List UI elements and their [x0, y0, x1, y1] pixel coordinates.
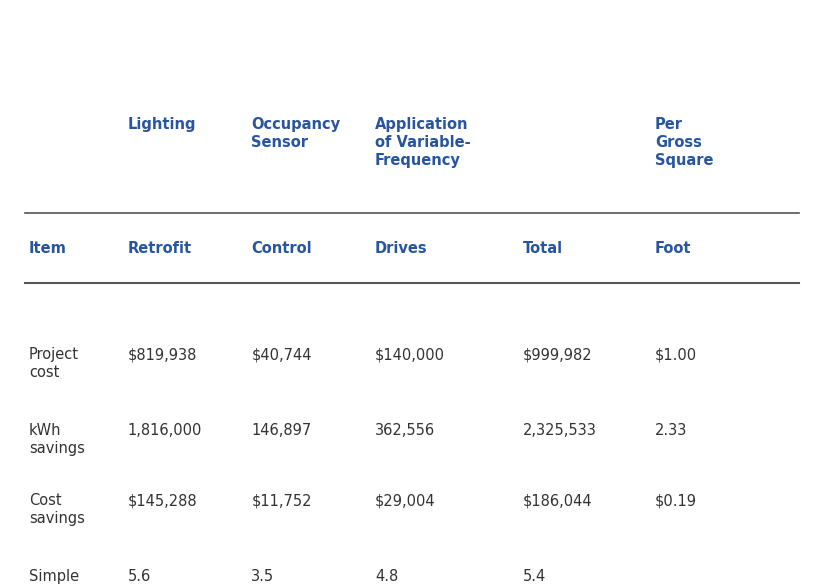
Text: 5.4: 5.4 — [523, 569, 546, 584]
Text: 1,816,000: 1,816,000 — [128, 423, 202, 439]
Text: Simple
payback
(years): Simple payback (years) — [29, 569, 91, 584]
Text: 362,556: 362,556 — [375, 423, 435, 439]
Text: Drives: Drives — [375, 241, 428, 256]
Text: Occupancy
Sensor: Occupancy Sensor — [251, 117, 340, 150]
Text: $1.00: $1.00 — [655, 347, 697, 363]
Text: $145,288: $145,288 — [128, 493, 197, 509]
Text: Lighting: Lighting — [128, 117, 196, 132]
Text: Item: Item — [29, 241, 67, 256]
Text: Total: Total — [523, 241, 564, 256]
Text: 4.8: 4.8 — [375, 569, 398, 584]
Text: $819,938: $819,938 — [128, 347, 197, 363]
Text: $11,752: $11,752 — [251, 493, 311, 509]
Text: Cost
savings: Cost savings — [29, 493, 85, 527]
Text: kWh
savings: kWh savings — [29, 423, 85, 457]
Text: $29,004: $29,004 — [375, 493, 436, 509]
Text: $140,000: $140,000 — [375, 347, 445, 363]
Text: Application
of Variable-
Frequency: Application of Variable- Frequency — [375, 117, 471, 168]
Text: Per
Gross
Square: Per Gross Square — [655, 117, 714, 168]
Text: Foot: Foot — [655, 241, 691, 256]
Text: 3.5: 3.5 — [251, 569, 274, 584]
Text: $0.19: $0.19 — [655, 493, 697, 509]
Text: Project
cost: Project cost — [29, 347, 79, 381]
Text: Retrofit: Retrofit — [128, 241, 192, 256]
Text: $40,744: $40,744 — [251, 347, 311, 363]
Text: 2.33: 2.33 — [655, 423, 687, 439]
Text: 5.6: 5.6 — [128, 569, 151, 584]
Text: 146,897: 146,897 — [251, 423, 311, 439]
Text: 2,325,533: 2,325,533 — [523, 423, 597, 439]
Text: $186,044: $186,044 — [523, 493, 592, 509]
Text: $999,982: $999,982 — [523, 347, 592, 363]
Text: Control: Control — [251, 241, 312, 256]
